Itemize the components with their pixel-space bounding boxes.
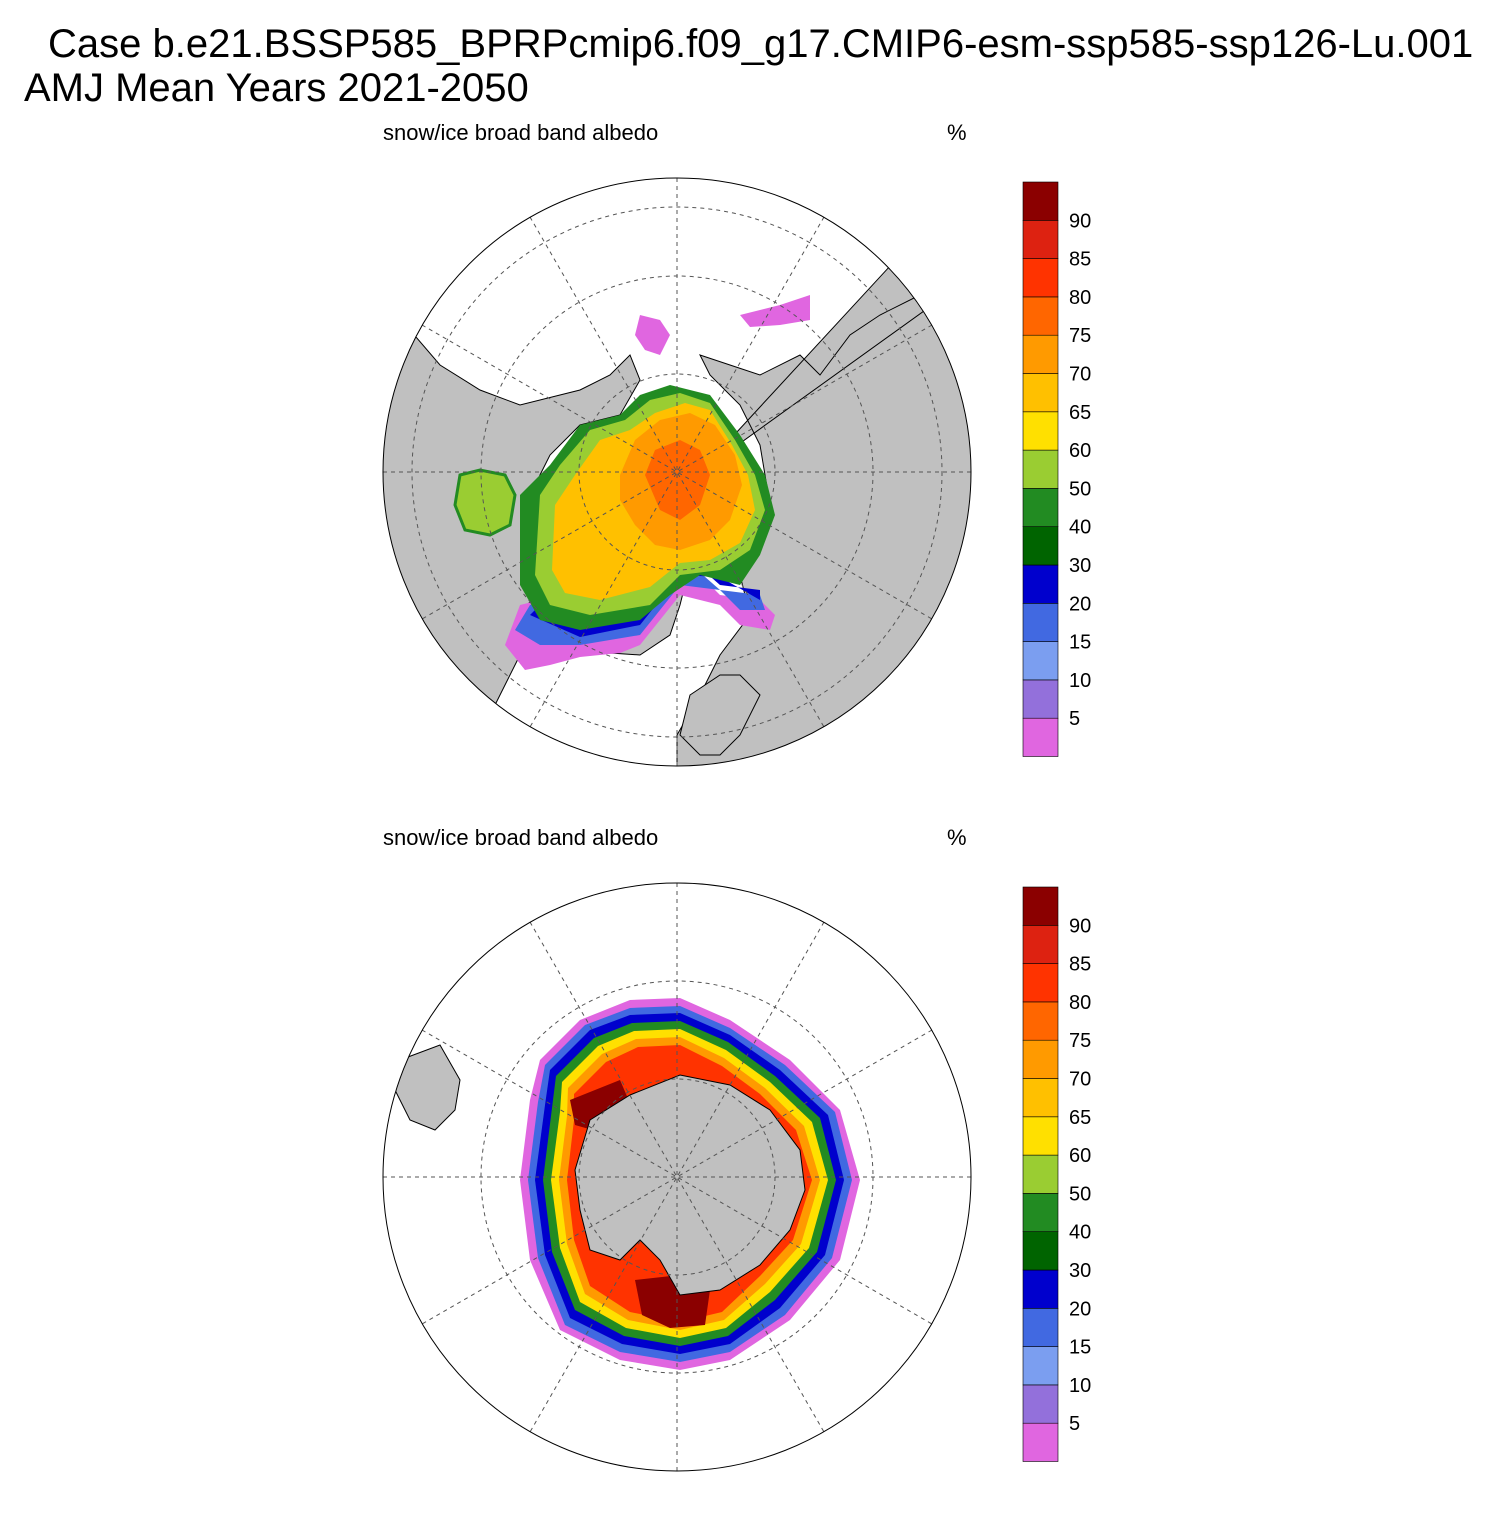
sea-ice-field	[453, 295, 810, 670]
colorbar-tick-label: 90	[1069, 210, 1091, 232]
colorbar-box	[1022, 219, 1059, 259]
colorbar-box	[1022, 1039, 1059, 1079]
colorbar-box	[1022, 1307, 1059, 1347]
scandinavia-land	[679, 674, 761, 756]
map-boundary	[382, 177, 972, 767]
colorbar-tick-label: 30	[1069, 1260, 1091, 1282]
colorbar-box	[1022, 334, 1059, 374]
variable-unit: %	[947, 825, 967, 850]
colorbar-box	[1022, 296, 1059, 336]
panel-north: snow/ice broad band albedo %	[0, 115, 1500, 815]
colorbar-tick-label: 20	[1069, 1298, 1091, 1320]
colorbar-box	[1022, 1154, 1059, 1194]
colorbar-tick-label: 50	[1069, 1183, 1091, 1205]
colorbar-tick-label: 80	[1069, 287, 1091, 309]
colorbar-box	[1022, 1231, 1059, 1271]
bering-ice	[635, 315, 670, 355]
graticule	[383, 178, 971, 766]
colorbar-box	[1022, 1116, 1059, 1156]
south-america-tip	[394, 1044, 461, 1131]
colorbar-box	[1022, 564, 1059, 604]
colorbar-box	[1022, 373, 1059, 413]
colorbar-box	[1022, 641, 1059, 681]
colorbar-tick-label: 50	[1069, 478, 1091, 500]
colorbar-box	[1022, 924, 1059, 964]
colorbar-tick-label: 40	[1069, 517, 1091, 539]
colorbar-box	[1022, 258, 1059, 298]
colorbar-box	[1022, 717, 1059, 757]
colorbar-box	[1022, 679, 1059, 719]
panel-south: snow/ice broad band albedo %	[0, 820, 1500, 1520]
colorbar-tick-label: 90	[1069, 915, 1091, 937]
colorbar-box	[1022, 181, 1059, 221]
colorbar-tick-label: 80	[1069, 992, 1091, 1014]
hudson-bay-ice	[453, 468, 517, 537]
colorbar-box	[1022, 449, 1059, 489]
colorbar-tick-label: 70	[1069, 1069, 1091, 1091]
colorbar-tick-label: 85	[1069, 954, 1091, 976]
map-boundary	[382, 882, 972, 1472]
colorbar-box	[1022, 411, 1059, 451]
colorbar-north: 5 10 15 20 30 40 50 60 65 70 75 80 85 90	[1022, 181, 1091, 757]
south-polar-map	[382, 882, 972, 1472]
okhotsk-ice	[740, 295, 810, 327]
colorbar-box	[1022, 602, 1059, 642]
colorbar-box	[1022, 963, 1059, 1003]
colorbar-tick-label: 40	[1069, 1222, 1091, 1244]
north-polar-map	[382, 177, 972, 767]
colorbar-tick-label: 30	[1069, 555, 1091, 577]
graticule	[383, 883, 971, 1471]
colorbar-tick-label: 15	[1069, 1337, 1091, 1359]
colorbar-tick-label: 65	[1069, 402, 1091, 424]
colorbar-south: 5 10 15 20 30 40 50 60 65 70 75 80 85 90	[1022, 886, 1091, 1462]
antarctica-land	[574, 1074, 806, 1296]
colorbar-tick-label: 60	[1069, 1145, 1091, 1167]
colorbar-box	[1022, 1384, 1059, 1424]
colorbar-tick-label: 70	[1069, 364, 1091, 386]
colorbar-tick-label: 65	[1069, 1107, 1091, 1129]
figure-title-period: AMJ Mean Years 2021-2050	[24, 66, 529, 110]
colorbar-box	[1022, 886, 1059, 926]
colorbar-boxes: 5 10 15 20 30 40 50 60 65 70 75 80 85 90	[1022, 181, 1091, 757]
colorbar-tick-label: 5	[1069, 708, 1080, 730]
variable-name: snow/ice broad band albedo	[383, 825, 659, 850]
variable-name: snow/ice broad band albedo	[383, 120, 659, 145]
colorbar-box	[1022, 526, 1059, 566]
colorbar-tick-label: 20	[1069, 593, 1091, 615]
colorbar-tick-label: 10	[1069, 670, 1091, 692]
colorbar-boxes: 5 10 15 20 30 40 50 60 65 70 75 80 85 90	[1022, 886, 1091, 1462]
colorbar-tick-label: 15	[1069, 632, 1091, 654]
colorbar-box	[1022, 1422, 1059, 1462]
colorbar-box	[1022, 1346, 1059, 1386]
ice-core-80	[645, 440, 710, 520]
colorbar-box	[1022, 488, 1059, 527]
colorbar-tick-label: 10	[1069, 1375, 1091, 1397]
colorbar-tick-label: 60	[1069, 440, 1091, 462]
colorbar-box	[1022, 1001, 1059, 1041]
colorbar-tick-label: 75	[1069, 325, 1091, 347]
colorbar-box	[1022, 1078, 1059, 1118]
colorbar-tick-label: 75	[1069, 1030, 1091, 1052]
colorbar-tick-label: 5	[1069, 1413, 1080, 1435]
colorbar-tick-label: 85	[1069, 249, 1091, 271]
figure-title-case: Case b.e21.BSSP585_BPRPcmip6.f09_g17.CMI…	[48, 22, 1474, 66]
variable-unit: %	[947, 120, 967, 145]
colorbar-box	[1022, 1269, 1059, 1309]
colorbar-box	[1022, 1193, 1059, 1232]
